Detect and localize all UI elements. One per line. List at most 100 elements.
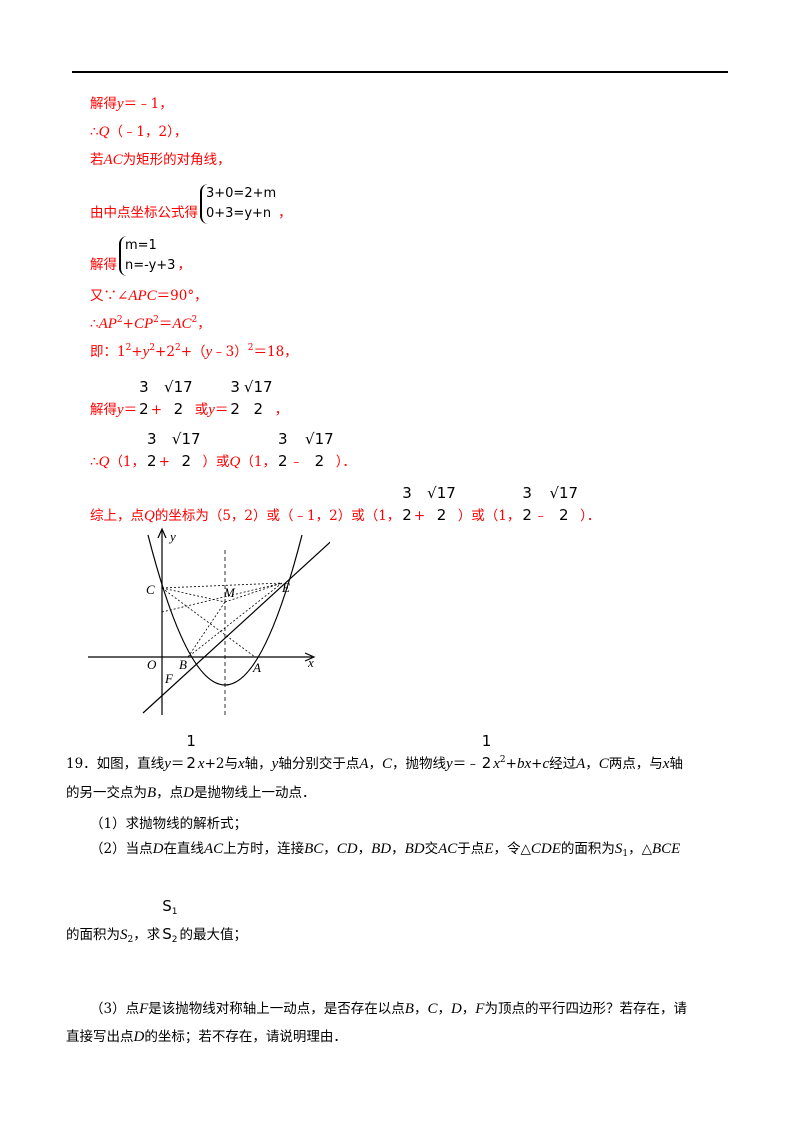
- math-var: Q: [98, 124, 110, 140]
- line-content: （3）点F是该抛物线对称轴上一动点，是否存在以点B，C，D，F为顶点的平行四边形…: [90, 999, 687, 1019]
- text: ﹣: [533, 508, 548, 524]
- denominator: 2: [277, 452, 288, 470]
- equation-system: m=1 n=-y+3: [119, 236, 175, 276]
- denominator: 2: [402, 506, 412, 524]
- text: 19．如图，直线: [66, 756, 165, 772]
- denominator: 2: [522, 506, 532, 524]
- denominator: 2: [181, 452, 191, 470]
- math-var: S: [120, 927, 128, 943]
- superscript: 2: [116, 315, 123, 325]
- text: +2: [155, 344, 175, 360]
- header-rule: [72, 71, 728, 73]
- math-var: AC: [203, 841, 224, 857]
- math-var: x: [197, 756, 205, 772]
- math-var: A: [576, 756, 586, 772]
- math-var: C: [598, 756, 609, 772]
- text: （﹣1，2），: [109, 124, 188, 140]
- text: ）．: [580, 508, 601, 524]
- subscript: 2: [171, 935, 178, 945]
- numerator: 1: [481, 732, 492, 750]
- math-var: CDE: [530, 841, 561, 857]
- fraction: √17 2: [172, 428, 201, 472]
- text: （2）当点: [90, 841, 153, 857]
- text: ＝: [214, 402, 229, 418]
- math-var: C: [427, 1001, 438, 1017]
- text: ＝﹣1，: [123, 96, 173, 112]
- math-var: BD: [371, 841, 392, 857]
- text: +: [413, 508, 426, 524]
- denominator: 2: [481, 754, 492, 772]
- math-var: x: [662, 756, 670, 772]
- math-var: APC: [128, 288, 157, 304]
- line-content: 19．如图，直线y＝ 1 2 x+2与x轴，y轴分别交于点A，C，抛物线y＝﹣ 1 2 x2…: [66, 730, 683, 774]
- text: ，: [357, 841, 372, 857]
- label: y: [168, 529, 176, 544]
- line-content: 直接写出点D的坐标；若不存在，请说明理由．: [66, 1027, 347, 1047]
- text: ，: [278, 205, 292, 221]
- numerator: √17: [164, 378, 193, 396]
- text: 解得: [90, 96, 117, 112]
- text: ＝90°，: [156, 288, 208, 304]
- text: +: [131, 344, 143, 360]
- text: +: [531, 756, 543, 772]
- line-content: （1）求抛物线的解析式；: [90, 814, 247, 834]
- text: 轴，: [244, 756, 272, 772]
- label: A: [252, 660, 261, 675]
- text: ∴: [90, 454, 99, 470]
- line-content: ∴AP2+CP2＝AC2，: [90, 310, 211, 334]
- math-var: y: [208, 402, 215, 418]
- figure: y C M E O B A x F: [88, 527, 330, 715]
- fraction: √17 2: [305, 428, 334, 472]
- numerator: 3: [402, 484, 412, 502]
- superscript: 2: [499, 755, 506, 765]
- text: +: [150, 402, 163, 418]
- math-var: x: [237, 756, 245, 772]
- math-var: CP: [133, 316, 154, 332]
- math-var: B: [404, 1001, 414, 1017]
- text: 为矩形的对角线，: [122, 152, 231, 168]
- line-content: 的另一交点为B，点D是抛物线上一动点．: [66, 783, 316, 803]
- fraction: √17 2: [549, 482, 578, 526]
- math-var: CD: [336, 841, 358, 857]
- numerator: S1: [162, 895, 177, 923]
- numerator: √17: [305, 430, 334, 448]
- text: ，: [274, 402, 289, 418]
- text: ，: [197, 316, 211, 332]
- math-var: D: [152, 841, 164, 857]
- text: +: [122, 316, 134, 332]
- math-var: x: [493, 756, 500, 772]
- equation: 3+0=2+m: [206, 186, 277, 201]
- math-var: Q: [229, 454, 241, 470]
- equation: m=1: [125, 238, 157, 253]
- numerator: 3: [139, 378, 149, 396]
- text: 在直线: [163, 841, 204, 857]
- text: 轴分别交于点: [278, 756, 360, 772]
- denominator: 2: [186, 754, 196, 772]
- text: ，点: [156, 785, 184, 801]
- text: ）．: [335, 454, 356, 470]
- text: 的面积为: [66, 927, 120, 943]
- text: 综上，点: [90, 508, 144, 524]
- math-var: y: [117, 402, 124, 418]
- text: ）或: [202, 454, 230, 470]
- text: （1）求抛物线的解析式；: [90, 816, 248, 832]
- denominator: 2: [139, 400, 149, 418]
- line-content: 又∵∠APC＝90°，: [90, 286, 208, 306]
- text: ，: [323, 841, 337, 857]
- text: 的最大值；: [179, 927, 248, 943]
- math-var: F: [139, 1001, 149, 1017]
- fraction: √17 2: [164, 376, 193, 420]
- subscript: 2: [127, 935, 134, 945]
- math-var: y: [164, 756, 171, 772]
- math-var: BCE: [651, 841, 681, 857]
- text: ＝: [123, 402, 138, 418]
- math-var: AC: [438, 841, 458, 857]
- text: ＝18，: [253, 344, 298, 360]
- text: 为顶点的平行四边形？若存在，请: [484, 1001, 687, 1017]
- text: 是抛物线上一动点．: [194, 785, 316, 801]
- superscript: 2: [174, 343, 181, 353]
- text: 又∵∠: [90, 288, 129, 304]
- line-content: 即：12+y2+22+（y﹣3）2＝18，: [90, 338, 298, 362]
